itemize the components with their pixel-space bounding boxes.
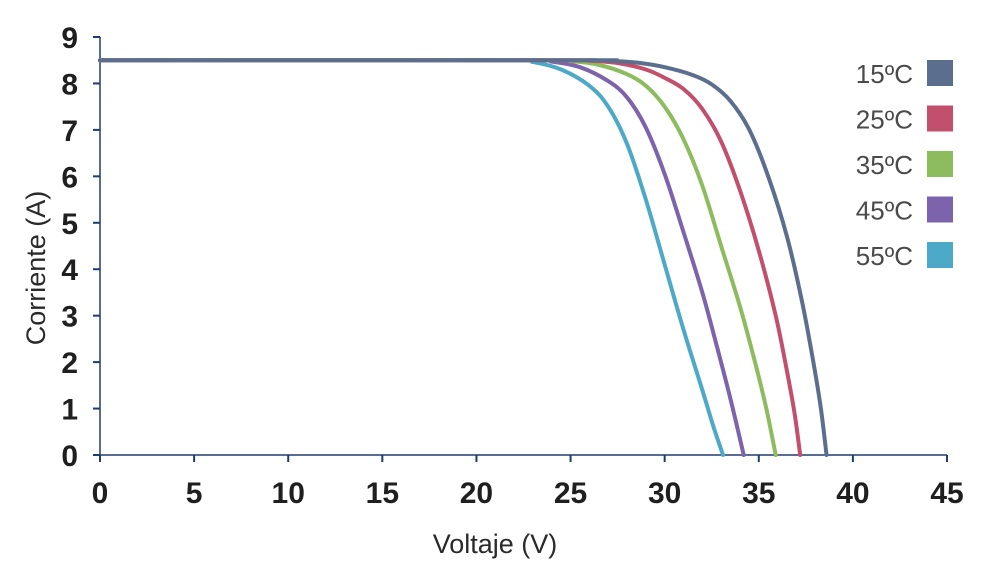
legend-item: 45ºC: [856, 196, 953, 226]
legend-item: 15ºC: [856, 59, 953, 89]
legend-label: 15ºC: [856, 59, 913, 89]
y-tick-label: 7: [61, 115, 78, 148]
legend-label: 45ºC: [856, 196, 913, 226]
x-tick-label: 45: [930, 477, 963, 510]
y-tick-label: 5: [61, 208, 78, 241]
legend-swatch: [927, 60, 953, 86]
legend-label: 35ºC: [856, 150, 913, 180]
x-tick-label: 20: [460, 477, 493, 510]
y-tick-label: 4: [61, 254, 78, 287]
y-tick-label: 9: [61, 22, 78, 55]
legend-label: 25ºC: [856, 105, 913, 135]
x-axis-label: Voltaje (V): [433, 529, 558, 559]
y-tick-label: 8: [61, 68, 78, 101]
x-tick-label: 40: [836, 477, 869, 510]
x-tick-label: 5: [186, 477, 203, 510]
y-tick-label: 6: [61, 161, 78, 194]
legend-item: 55ºC: [856, 241, 953, 271]
y-tick-label: 3: [61, 301, 78, 334]
x-tick-label: 15: [366, 477, 399, 510]
y-axis-label: Corriente (A): [21, 191, 51, 346]
series-line-35c: [98, 58, 778, 457]
x-tick-label: 35: [742, 477, 775, 510]
legend-swatch: [927, 151, 953, 177]
y-tick-label: 1: [61, 394, 78, 427]
x-tick-label: 10: [272, 477, 305, 510]
series-line-15c: [98, 58, 829, 457]
y-tick-label: 0: [61, 440, 78, 473]
x-tick-label: 30: [648, 477, 681, 510]
series-line-45c: [98, 58, 746, 457]
legend-item: 35ºC: [856, 150, 953, 180]
series-line-55c: [98, 58, 726, 457]
legend-item: 25ºC: [856, 105, 953, 135]
legend-swatch: [927, 196, 953, 223]
series-line-25c: [98, 58, 803, 457]
legend-swatch: [927, 105, 953, 132]
curves: [98, 58, 829, 457]
legend-label: 55ºC: [856, 241, 913, 271]
legend-swatch: [927, 242, 953, 268]
x-tick-label: 25: [554, 477, 587, 510]
x-tick-label: 0: [92, 477, 109, 510]
legend: 15ºC 25ºC 35ºC 45ºC 55ºC: [856, 59, 953, 271]
y-tick-label: 2: [61, 347, 78, 380]
